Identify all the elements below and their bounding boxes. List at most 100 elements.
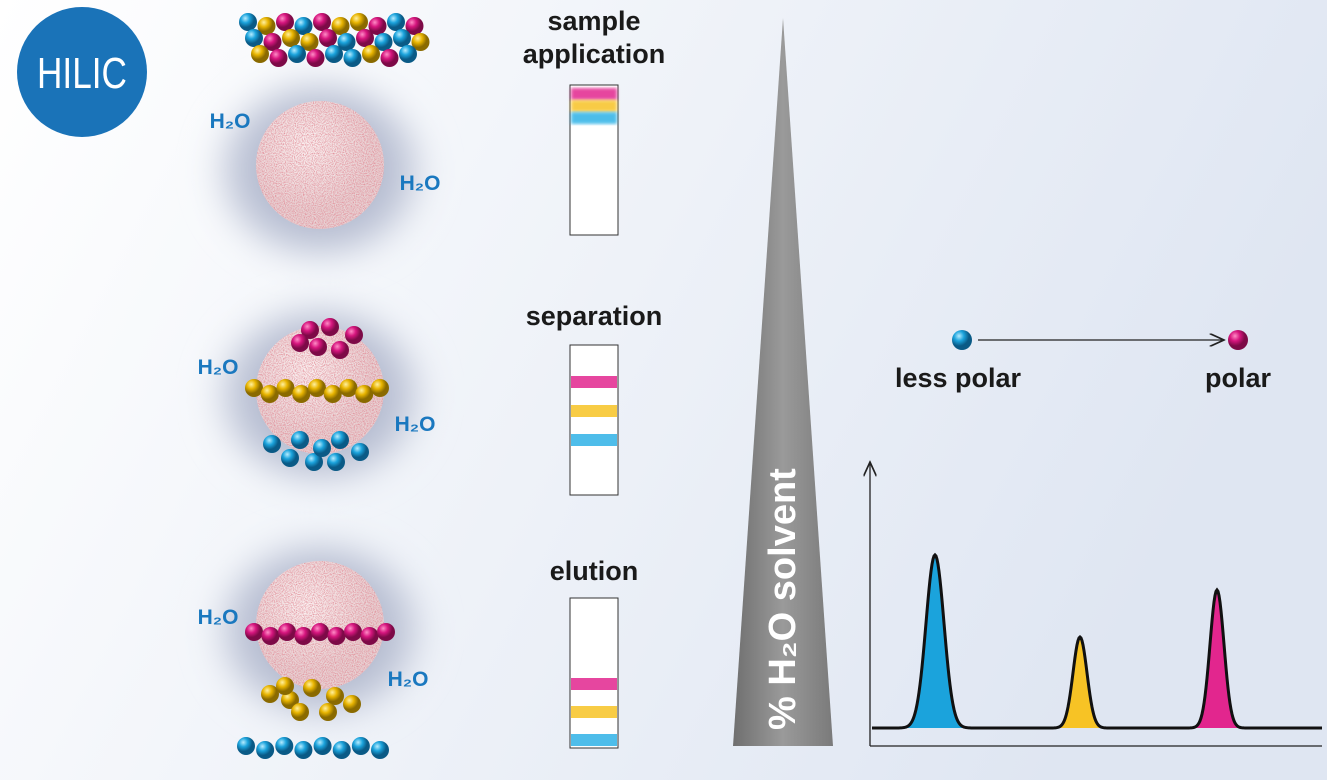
molecule bbox=[260, 385, 279, 403]
molecule bbox=[380, 49, 399, 67]
molecule bbox=[325, 45, 343, 63]
molecule bbox=[257, 17, 276, 35]
molecule bbox=[332, 741, 351, 759]
molecule bbox=[245, 29, 263, 47]
molecule bbox=[263, 33, 282, 51]
molecule bbox=[327, 453, 345, 471]
molecule bbox=[351, 737, 370, 755]
badge bbox=[17, 7, 147, 137]
molecule bbox=[313, 737, 332, 755]
molecule bbox=[399, 45, 417, 63]
molecule bbox=[371, 741, 389, 759]
molecule bbox=[387, 13, 405, 31]
molecule bbox=[292, 385, 311, 403]
molecule bbox=[323, 385, 342, 403]
chromatogram bbox=[872, 552, 1322, 730]
molecule bbox=[319, 703, 337, 721]
column-band bbox=[571, 405, 617, 417]
particle-texture bbox=[256, 101, 384, 229]
molecule bbox=[343, 49, 362, 67]
molecule bbox=[245, 623, 263, 641]
molecule bbox=[313, 439, 331, 457]
molecule bbox=[331, 431, 349, 449]
molecule bbox=[294, 741, 313, 759]
water-label: H₂O bbox=[198, 606, 239, 629]
molecule bbox=[294, 17, 313, 35]
molecule bbox=[291, 431, 309, 449]
badge-text: HILIC bbox=[37, 49, 127, 98]
molecule bbox=[261, 685, 279, 703]
column-band bbox=[571, 112, 617, 124]
less-polar-label: less polar bbox=[895, 363, 1022, 393]
water-label: H₂O bbox=[388, 668, 429, 691]
gradient-label: % H₂O solvent bbox=[762, 468, 804, 730]
molecule bbox=[337, 33, 356, 51]
molecule bbox=[321, 318, 339, 336]
molecule bbox=[305, 453, 323, 471]
column-band bbox=[571, 706, 617, 718]
molecule bbox=[345, 326, 363, 344]
molecule bbox=[300, 33, 319, 51]
column-band bbox=[571, 734, 617, 746]
molecule bbox=[239, 13, 257, 31]
less-polar-dot bbox=[952, 330, 972, 350]
molecule bbox=[374, 33, 393, 51]
molecule bbox=[276, 379, 295, 397]
molecule bbox=[351, 443, 369, 461]
polar-label: polar bbox=[1205, 363, 1272, 393]
molecule bbox=[355, 385, 374, 403]
molecule bbox=[327, 627, 346, 645]
molecule bbox=[339, 379, 358, 397]
column-band bbox=[571, 88, 617, 100]
molecule bbox=[308, 379, 326, 397]
column-band bbox=[571, 100, 617, 112]
stage-label: sample bbox=[547, 6, 640, 36]
molecule bbox=[269, 49, 288, 67]
molecule bbox=[313, 13, 331, 31]
column-band bbox=[571, 376, 617, 388]
molecule bbox=[281, 449, 299, 467]
molecule bbox=[276, 13, 294, 31]
molecule bbox=[331, 341, 349, 359]
molecule bbox=[275, 737, 294, 755]
molecule bbox=[288, 45, 306, 63]
molecule bbox=[282, 29, 300, 47]
water-label: H₂O bbox=[395, 413, 436, 436]
column-band bbox=[571, 434, 617, 446]
molecule bbox=[360, 627, 379, 645]
polar-dot bbox=[1228, 330, 1248, 350]
stage-label: separation bbox=[526, 301, 663, 331]
molecule bbox=[291, 334, 309, 352]
molecule bbox=[245, 379, 263, 397]
molecule bbox=[261, 627, 280, 645]
stage-label: application bbox=[523, 39, 666, 69]
molecule bbox=[377, 623, 395, 641]
molecule bbox=[344, 623, 362, 641]
molecule bbox=[371, 379, 389, 397]
molecule bbox=[405, 17, 424, 35]
stage-label: elution bbox=[550, 556, 639, 586]
molecule bbox=[343, 695, 361, 713]
molecule bbox=[326, 687, 344, 705]
molecule bbox=[393, 29, 411, 47]
gradient-wedge bbox=[733, 18, 833, 746]
molecule bbox=[301, 321, 319, 339]
molecule bbox=[319, 29, 337, 47]
molecule bbox=[278, 623, 296, 641]
molecule bbox=[309, 338, 327, 356]
water-label: H₂O bbox=[198, 356, 239, 379]
column-band bbox=[571, 678, 617, 690]
column bbox=[569, 597, 619, 749]
molecule bbox=[306, 49, 325, 67]
molecule bbox=[281, 691, 299, 709]
molecule bbox=[411, 33, 430, 51]
molecule bbox=[256, 741, 275, 759]
molecule bbox=[368, 17, 387, 35]
molecule bbox=[237, 737, 255, 755]
molecule bbox=[331, 17, 350, 35]
molecule bbox=[362, 45, 380, 63]
molecule bbox=[356, 29, 374, 47]
trace bbox=[872, 552, 1322, 730]
